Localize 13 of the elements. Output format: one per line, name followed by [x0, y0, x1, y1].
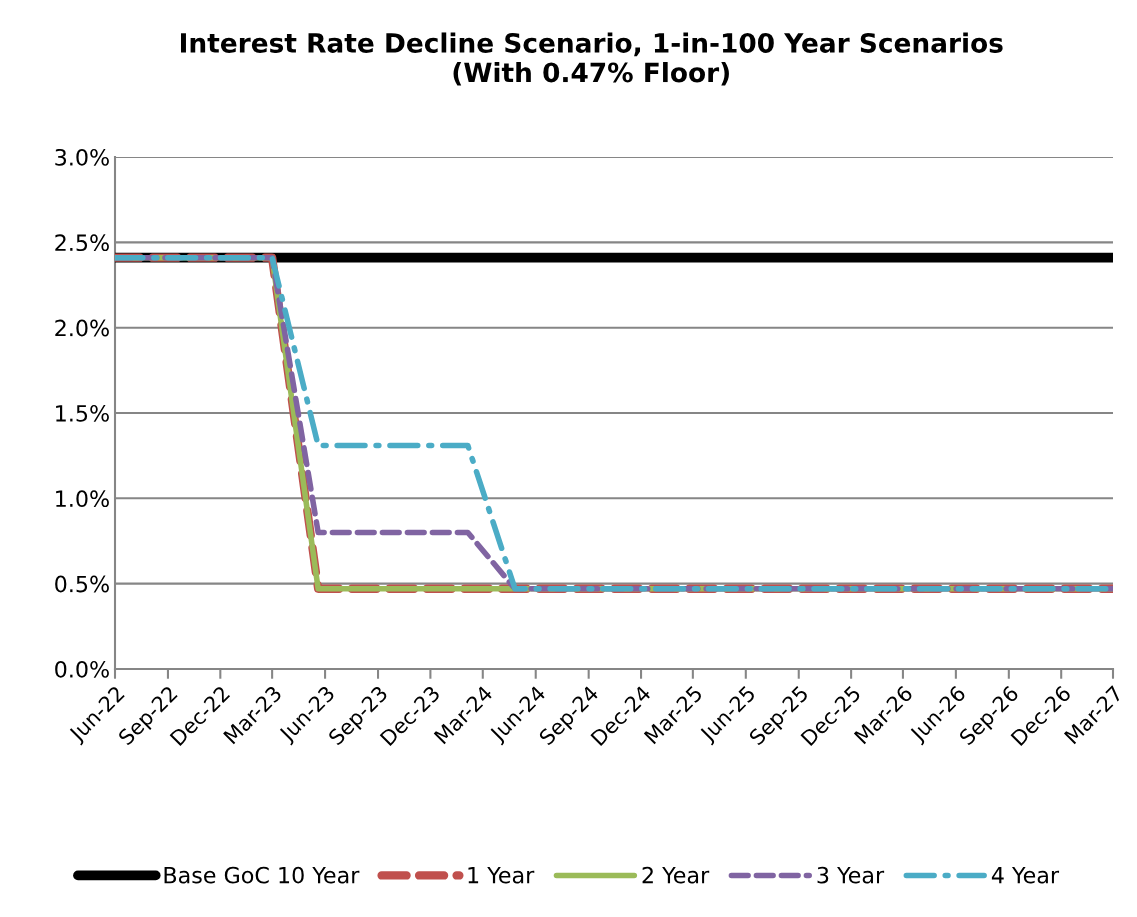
legend-label: Base GoC 10 Year: [164, 866, 360, 884]
y-tick-label: 2.0%: [55, 319, 109, 337]
y-tick-label: 0.5%: [55, 575, 109, 593]
legend-label: 2 Year: [642, 866, 710, 884]
legend-label: 3 Year: [817, 866, 885, 884]
legend-label: 1 Year: [468, 867, 535, 884]
y-tick-label: 1.0%: [56, 490, 109, 508]
y-tick-label: 0.0%: [55, 660, 109, 678]
y-tick-label: 2.5%: [55, 234, 109, 252]
legend-label: 4 Year: [991, 867, 1060, 884]
chart-title: Interest Rate Decline Scenario, 1-in-100 Year Scenarios (With 0.47% Floor): [181, 32, 1003, 86]
y-tick-label: 1.5%: [56, 404, 109, 422]
y-tick-label: 3.0%: [55, 148, 109, 166]
